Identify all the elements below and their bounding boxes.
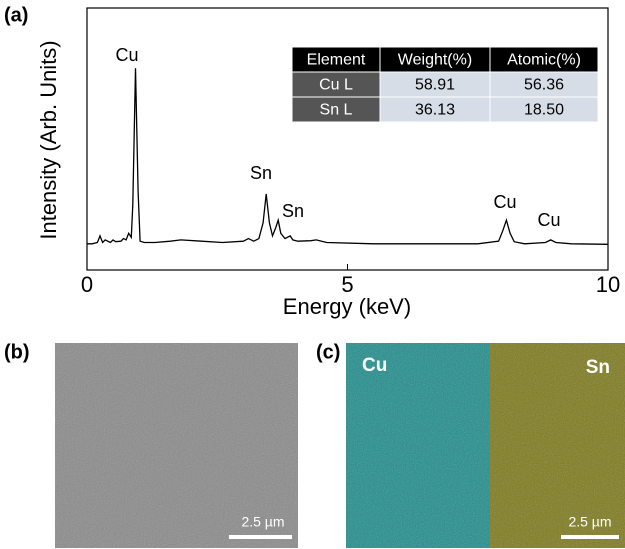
peak-label: Sn [282,201,304,221]
map-label: Sn [586,357,610,378]
table-text: Atomic(%) [507,52,581,69]
scale-bar [561,535,619,539]
x-tick-label: 10 [596,272,620,297]
table-text: 56.36 [524,77,564,94]
panel-label: (a) [4,4,28,26]
scale-bar-label: 2.5 µm [568,514,611,530]
map-label: Cu [362,355,387,376]
scale-bar [229,535,292,539]
table: Element Weight(%) Atomic(%) Cu L 58.91 56.36 S… [292,47,598,122]
x-axis-title: Energy (keV) [283,294,411,319]
figure: (a) Energy (keV) Intensity (Arb. Units) … [0,0,625,549]
table-text: Cu L [319,77,353,94]
panel-label: (c) [316,341,340,363]
table-text: 18.50 [524,102,564,119]
scale-bar-label: 2.5 µm [241,514,284,530]
table-text: 36.13 [415,102,455,119]
x-tick-label: 5 [341,272,353,297]
peak-label: Cu [115,45,138,65]
table-text: Weight(%) [398,52,472,69]
table-text: 58.91 [415,77,455,94]
table-text: Sn L [320,102,353,119]
peak-label: Sn [250,163,272,183]
y-axis-title: Intensity (Arb. Units) [36,40,61,239]
panel-label: (b) [4,341,30,363]
table-text: Element [307,52,366,69]
peak-label: Cu [537,210,560,230]
peak-label: Cu [493,192,516,212]
x-tick-label: 0 [81,272,93,297]
